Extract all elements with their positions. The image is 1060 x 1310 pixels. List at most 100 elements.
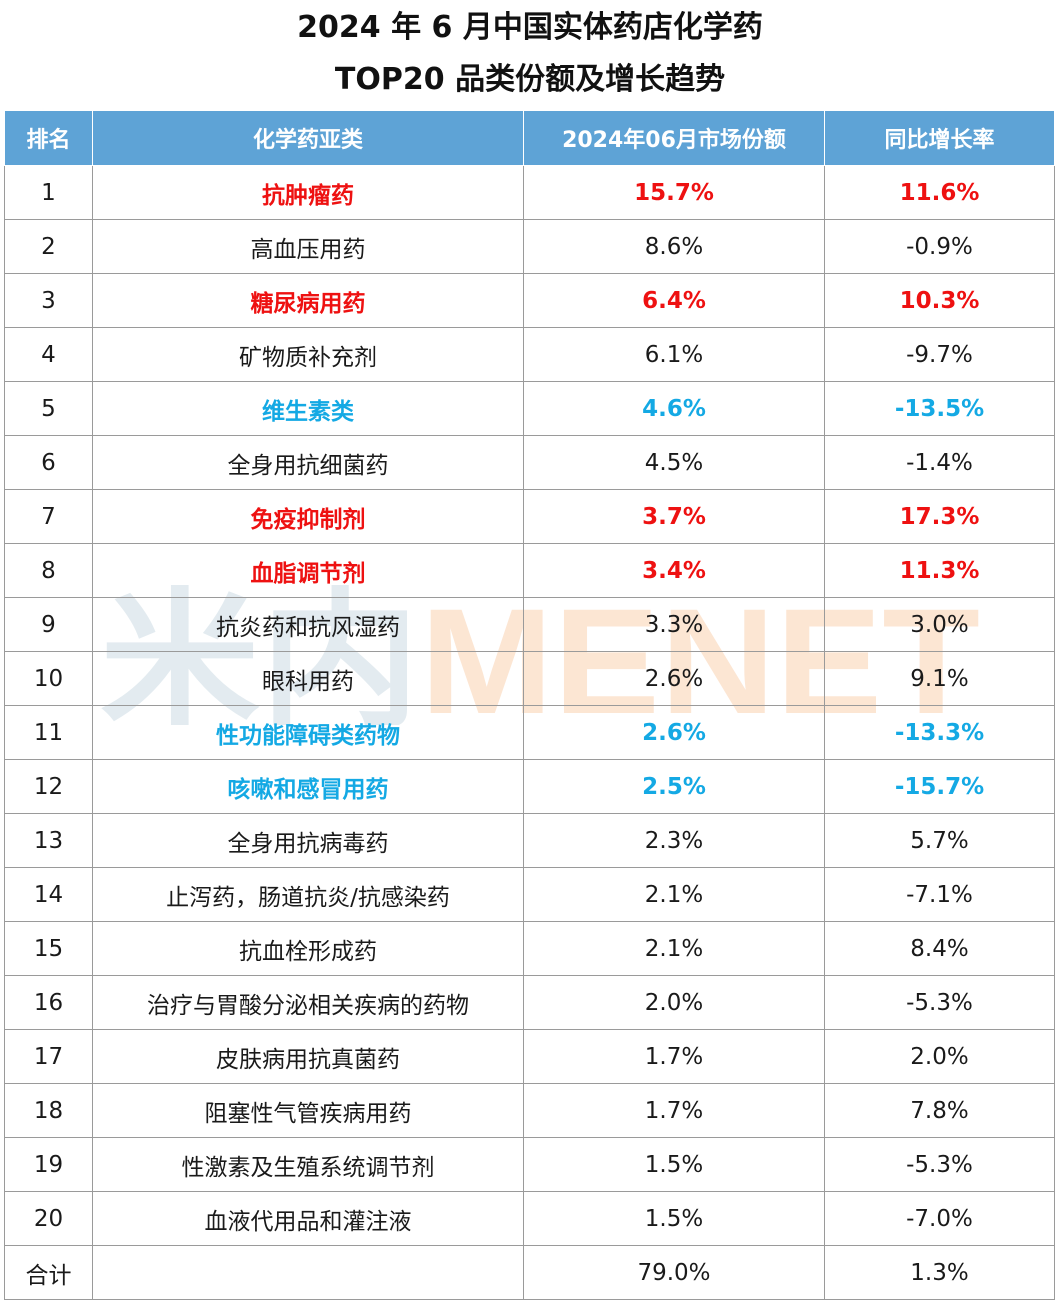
- growth-cell: 3.0%: [824, 597, 1055, 652]
- rank-cell: 19: [4, 1137, 93, 1192]
- table-row: 18 阻塞性气管疾病用药 1.7% 7.8%: [4, 1083, 1055, 1138]
- rank-cell: 3: [4, 273, 93, 328]
- table-row: 12 咳嗽和感冒用药 2.5% -15.7%: [4, 759, 1055, 814]
- rank-cell: 9: [4, 597, 93, 652]
- share-cell: 8.6%: [523, 219, 825, 274]
- growth-cell: -1.4%: [824, 435, 1055, 490]
- header-yoy-growth: 同比增长率: [824, 110, 1055, 166]
- category-cell: 抗肿瘤药: [92, 165, 524, 220]
- share-cell: 3.7%: [523, 489, 825, 544]
- share-cell: 6.4%: [523, 273, 825, 328]
- category-cell: 性激素及生殖系统调节剂: [92, 1137, 524, 1192]
- growth-cell: -13.3%: [824, 705, 1055, 760]
- table-row: 2 高血压用药 8.6% -0.9%: [4, 219, 1055, 274]
- total-category-cell: [92, 1245, 524, 1300]
- category-cell: 全身用抗细菌药: [92, 435, 524, 490]
- growth-cell: 5.7%: [824, 813, 1055, 868]
- category-cell: 治疗与胃酸分泌相关疾病的药物: [92, 975, 524, 1030]
- share-cell: 2.5%: [523, 759, 825, 814]
- share-cell: 3.3%: [523, 597, 825, 652]
- share-cell: 2.3%: [523, 813, 825, 868]
- rank-cell: 8: [4, 543, 93, 598]
- table-row: 3 糖尿病用药 6.4% 10.3%: [4, 273, 1055, 328]
- table-row: 5 维生素类 4.6% -13.5%: [4, 381, 1055, 436]
- growth-cell: 11.6%: [824, 165, 1055, 220]
- category-cell: 血脂调节剂: [92, 543, 524, 598]
- share-cell: 2.1%: [523, 867, 825, 922]
- table-row: 7 免疫抑制剂 3.7% 17.3%: [4, 489, 1055, 544]
- rank-cell: 7: [4, 489, 93, 544]
- chart-title-line-2: TOP20 品类份额及增长趋势: [334, 62, 726, 97]
- growth-cell: 7.8%: [824, 1083, 1055, 1138]
- share-cell: 2.1%: [523, 921, 825, 976]
- table-row: 19 性激素及生殖系统调节剂 1.5% -5.3%: [4, 1137, 1055, 1192]
- category-cell: 高血压用药: [92, 219, 524, 274]
- table-row: 20 血液代用品和灌注液 1.5% -7.0%: [4, 1191, 1055, 1246]
- share-cell: 4.6%: [523, 381, 825, 436]
- share-cell: 1.7%: [523, 1029, 825, 1084]
- table-row: 8 血脂调节剂 3.4% 11.3%: [4, 543, 1055, 598]
- category-cell: 矿物质补充剂: [92, 327, 524, 382]
- total-row: 合计 79.0% 1.3%: [4, 1245, 1055, 1300]
- growth-cell: 17.3%: [824, 489, 1055, 544]
- rank-cell: 18: [4, 1083, 93, 1138]
- table-body: 1 抗肿瘤药 15.7% 11.6% 2 高血压用药 8.6% -0.9% 3 糖尿病用药 6.4%…: [4, 165, 1055, 1300]
- table-header-row: 排名 化学药亚类 2024年06月市场份额 同比增长率: [4, 110, 1055, 166]
- growth-cell: -9.7%: [824, 327, 1055, 382]
- rank-cell: 12: [4, 759, 93, 814]
- growth-cell: -13.5%: [824, 381, 1055, 436]
- table-row: 13 全身用抗病毒药 2.3% 5.7%: [4, 813, 1055, 868]
- category-cell: 性功能障碍类药物: [92, 705, 524, 760]
- growth-cell: 2.0%: [824, 1029, 1055, 1084]
- rank-cell: 11: [4, 705, 93, 760]
- table-row: 6 全身用抗细菌药 4.5% -1.4%: [4, 435, 1055, 490]
- rank-cell: 15: [4, 921, 93, 976]
- share-cell: 1.5%: [523, 1137, 825, 1192]
- table-row: 15 抗血栓形成药 2.1% 8.4%: [4, 921, 1055, 976]
- table-row: 9 抗炎药和抗风湿药 3.3% 3.0%: [4, 597, 1055, 652]
- table-row: 17 皮肤病用抗真菌药 1.7% 2.0%: [4, 1029, 1055, 1084]
- category-cell: 免疫抑制剂: [92, 489, 524, 544]
- category-cell: 止泻药，肠道抗炎/抗感染药: [92, 867, 524, 922]
- share-cell: 1.5%: [523, 1191, 825, 1246]
- share-cell: 3.4%: [523, 543, 825, 598]
- growth-cell: 8.4%: [824, 921, 1055, 976]
- share-cell: 2.0%: [523, 975, 825, 1030]
- header-rank: 排名: [4, 110, 93, 166]
- rank-cell: 2: [4, 219, 93, 274]
- category-cell: 全身用抗病毒药: [92, 813, 524, 868]
- growth-cell: -5.3%: [824, 975, 1055, 1030]
- growth-cell: 10.3%: [824, 273, 1055, 328]
- category-cell: 咳嗽和感冒用药: [92, 759, 524, 814]
- growth-cell: -5.3%: [824, 1137, 1055, 1192]
- share-cell: 2.6%: [523, 651, 825, 706]
- share-cell: 2.6%: [523, 705, 825, 760]
- category-cell: 眼科用药: [92, 651, 524, 706]
- category-cell: 抗炎药和抗风湿药: [92, 597, 524, 652]
- growth-cell: -15.7%: [824, 759, 1055, 814]
- rank-cell: 10: [4, 651, 93, 706]
- total-label-cell: 合计: [4, 1245, 93, 1300]
- category-cell: 皮肤病用抗真菌药: [92, 1029, 524, 1084]
- share-cell: 4.5%: [523, 435, 825, 490]
- rank-cell: 5: [4, 381, 93, 436]
- share-cell: 1.7%: [523, 1083, 825, 1138]
- category-cell: 糖尿病用药: [92, 273, 524, 328]
- rank-cell: 1: [4, 165, 93, 220]
- title-block: 2024 年 6 月中国实体药店化学药 TOP20 品类份额及增长趋势: [0, 0, 1060, 108]
- rank-cell: 20: [4, 1191, 93, 1246]
- growth-cell: 9.1%: [824, 651, 1055, 706]
- rank-cell: 4: [4, 327, 93, 382]
- growth-cell: -0.9%: [824, 219, 1055, 274]
- category-cell: 维生素类: [92, 381, 524, 436]
- header-category: 化学药亚类: [92, 110, 524, 166]
- ranking-table: 排名 化学药亚类 2024年06月市场份额 同比增长率 1 抗肿瘤药 15.7% 11…: [4, 110, 1055, 1300]
- rank-cell: 6: [4, 435, 93, 490]
- table-row: 14 止泻药，肠道抗炎/抗感染药 2.1% -7.1%: [4, 867, 1055, 922]
- total-growth-cell: 1.3%: [824, 1245, 1055, 1300]
- table-row: 16 治疗与胃酸分泌相关疾病的药物 2.0% -5.3%: [4, 975, 1055, 1030]
- rank-cell: 17: [4, 1029, 93, 1084]
- table-row: 1 抗肿瘤药 15.7% 11.6%: [4, 165, 1055, 220]
- rank-cell: 16: [4, 975, 93, 1030]
- growth-cell: -7.0%: [824, 1191, 1055, 1246]
